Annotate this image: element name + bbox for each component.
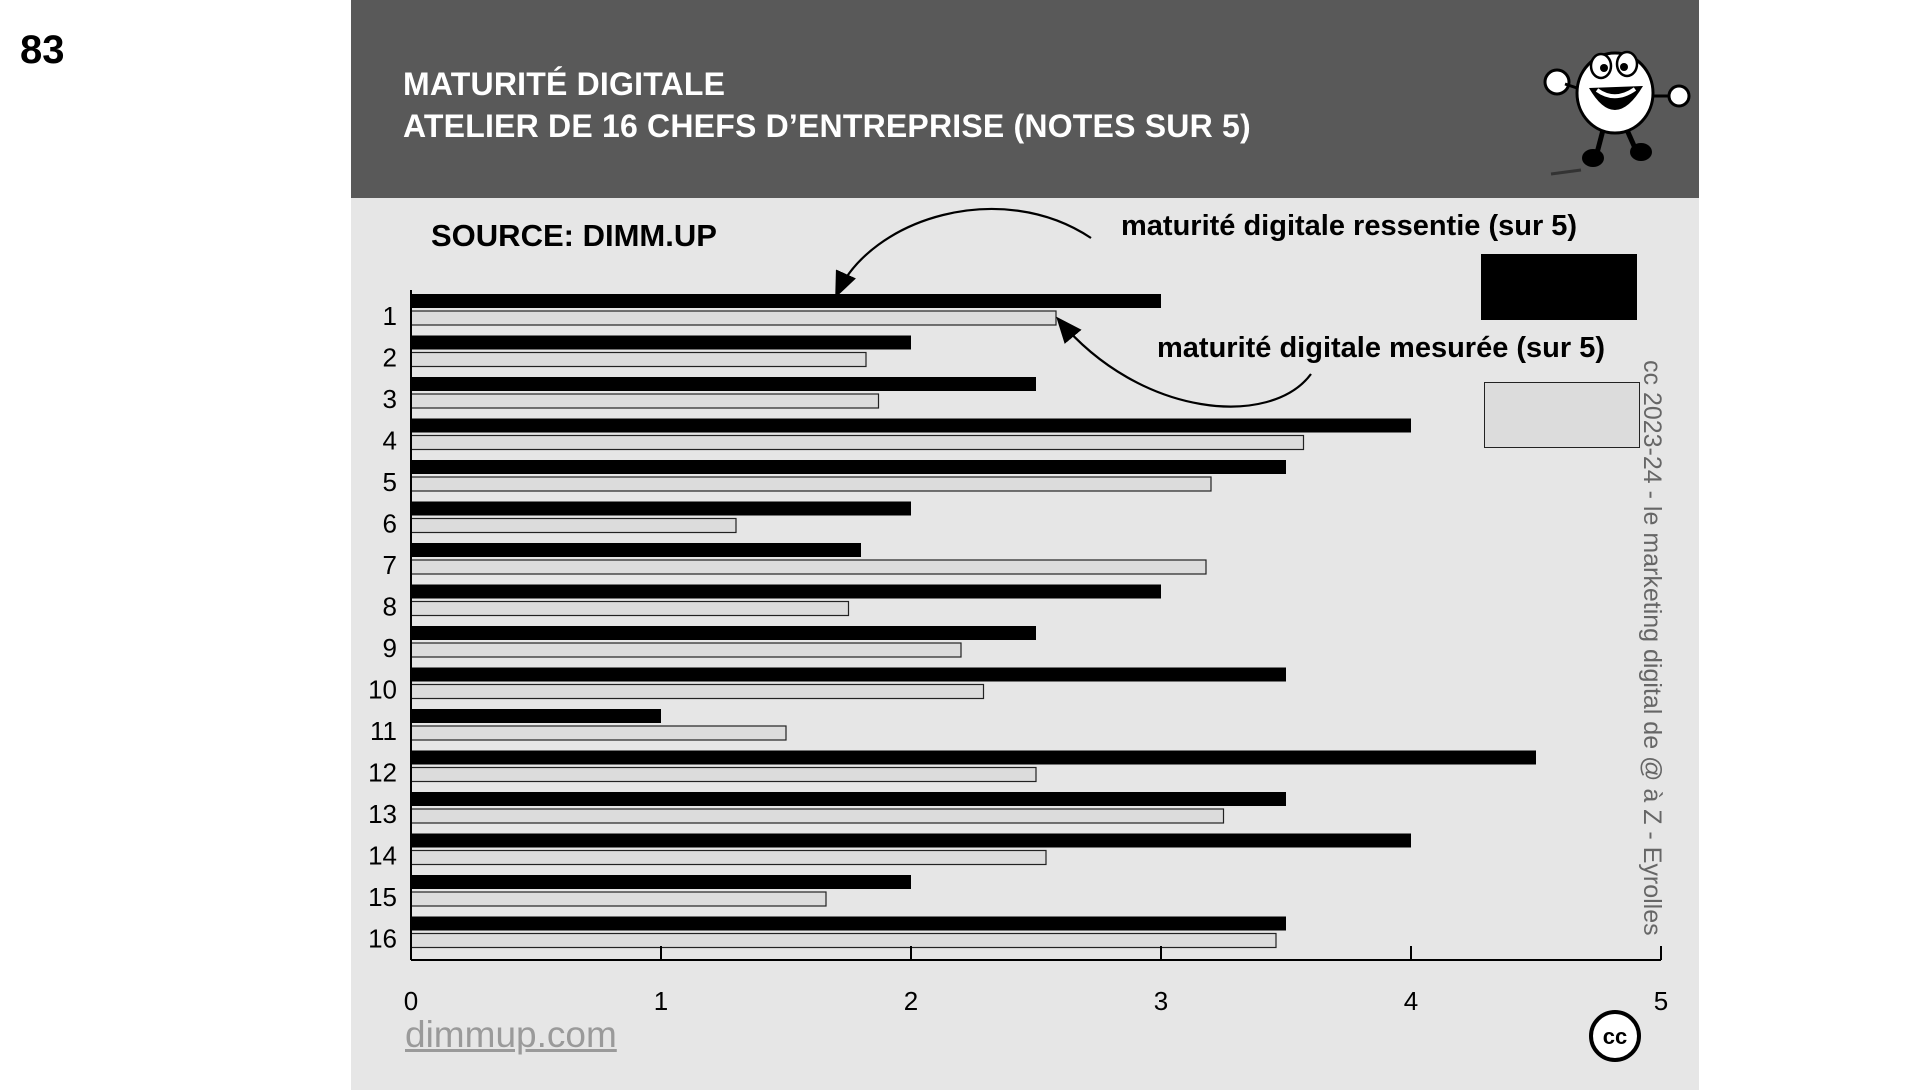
y-tick-label-12: 12	[368, 758, 397, 788]
legend-swatch-ressentie	[1481, 254, 1637, 320]
bar-mesuree-4	[410, 434, 1305, 451]
bar-ressentie-12	[411, 750, 1536, 765]
x-tick-label-5: 5	[1654, 986, 1668, 1016]
bar-mesuree-3	[410, 393, 880, 409]
bar-mesuree-16	[410, 932, 1277, 949]
y-tick-label-13: 13	[368, 799, 397, 829]
bar-ressentie-16	[411, 916, 1286, 931]
legend-label-mesuree: maturité digitale mesurée (sur 5)	[1157, 332, 1606, 364]
bar-ressentie-9	[411, 626, 1036, 640]
bar-ressentie-2	[411, 335, 911, 350]
y-tick-label-3: 3	[383, 384, 397, 414]
legend-swatch-mesuree	[1484, 382, 1640, 448]
bar-ressentie-13	[411, 792, 1286, 806]
bar-mesuree-10	[410, 683, 985, 700]
bar-ressentie-7	[411, 543, 861, 557]
slide-number: 83	[20, 28, 65, 72]
y-tick-label-11: 11	[370, 716, 397, 746]
x-tick-label-0: 0	[404, 986, 418, 1016]
legend-arrow-mesuree	[1056, 316, 1312, 408]
y-tick-label-15: 15	[368, 882, 397, 912]
legend-arrow-ressentie	[835, 207, 1092, 299]
bar-mesuree-12	[410, 766, 1037, 783]
x-tick-label-4: 4	[1404, 986, 1418, 1016]
y-tick-label-6: 6	[383, 509, 397, 539]
bar-ressentie-10	[411, 667, 1286, 682]
bar-mesuree-8	[410, 600, 850, 617]
y-tick-label-10: 10	[368, 675, 397, 705]
cc-license-icon: cc	[1589, 1010, 1641, 1062]
bar-mesuree-15	[410, 891, 827, 907]
x-tick-label-3: 3	[1154, 986, 1168, 1016]
y-tick-label-7: 7	[383, 550, 397, 580]
y-tick-label-4: 4	[383, 426, 397, 456]
bar-ressentie-14	[411, 833, 1411, 848]
bar-ressentie-3	[411, 377, 1036, 391]
bar-ressentie-8	[411, 584, 1161, 599]
x-tick-label-2: 2	[904, 986, 918, 1016]
bar-ressentie-6	[411, 501, 911, 516]
bar-ressentie-5	[411, 460, 1286, 474]
cc-badge-text: cc	[1603, 1024, 1627, 1049]
bar-ressentie-4	[411, 418, 1411, 433]
y-tick-label-14: 14	[368, 841, 397, 871]
bar-mesuree-13	[410, 808, 1225, 824]
bar-mesuree-11	[410, 725, 787, 741]
y-tick-label-9: 9	[383, 633, 397, 663]
site-link[interactable]: dimmup.com	[405, 1014, 617, 1055]
copyright-note: cc 2023-24 - le marketing digital de @ à…	[1638, 360, 1666, 936]
x-axis: 0 1 2 3 4 5	[404, 290, 1668, 1016]
bar-mesuree-2	[410, 351, 867, 368]
bar-ressentie-15	[411, 875, 911, 889]
bar-mesuree-5	[410, 476, 1212, 492]
chart-subtitle: ATELIER DE 16 CHEFS D’ENTREPRISE (NOTES …	[403, 108, 1251, 144]
infographic-panel: MATURITÉ DIGITALE ATELIER DE 16 CHEFS D’…	[351, 0, 1699, 1090]
header-banner: MATURITÉ DIGITALE ATELIER DE 16 CHEFS D’…	[351, 0, 1699, 198]
y-tick-label-16: 16	[368, 924, 397, 954]
y-tick-label-8: 8	[383, 592, 397, 622]
bar-mesuree-9	[410, 642, 962, 658]
legend-label-ressentie: maturité digitale ressentie (sur 5)	[1121, 210, 1578, 242]
bar-mesuree-14	[410, 849, 1047, 866]
mascot-icon	[1543, 50, 1691, 176]
x-tick-label-1: 1	[654, 986, 668, 1016]
y-tick-label-5: 5	[383, 467, 397, 497]
bar-mesuree-1	[410, 310, 1057, 326]
bar-mesuree-6	[410, 517, 737, 534]
chart-title: MATURITÉ DIGITALE	[403, 66, 726, 102]
bar-ressentie-11	[411, 709, 661, 723]
bar-ressentie-1	[411, 294, 1161, 308]
bars-group	[410, 294, 1536, 949]
bar-mesuree-7	[410, 559, 1207, 575]
y-tick-label-2: 2	[383, 343, 397, 373]
y-tick-label-1: 1	[383, 301, 397, 331]
source-label: SOURCE: DIMM.UP	[431, 218, 717, 253]
